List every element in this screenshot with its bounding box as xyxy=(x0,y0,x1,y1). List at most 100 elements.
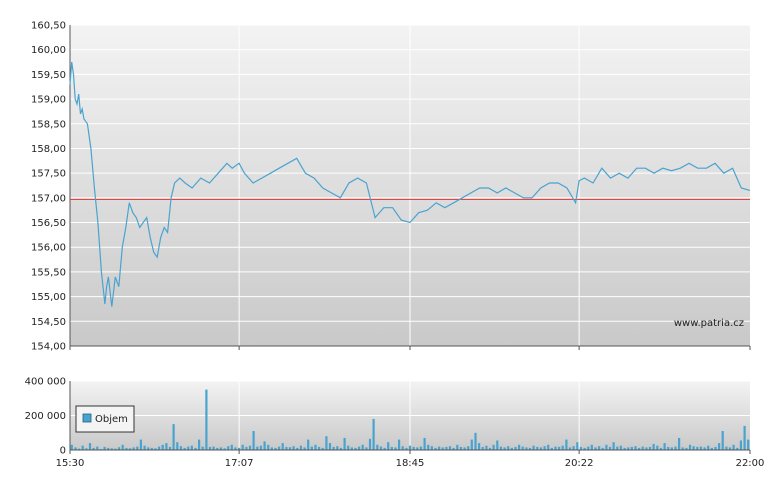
volume-bar xyxy=(448,446,452,450)
volume-bar xyxy=(379,446,382,450)
watermark: www.patria.cz xyxy=(674,318,744,329)
legend-label: Objem xyxy=(95,414,128,425)
volume-bar xyxy=(692,446,695,450)
volume-bar xyxy=(554,446,557,450)
volume-bar xyxy=(478,443,481,450)
volume-bar xyxy=(579,446,582,450)
volume-bar xyxy=(183,447,186,450)
volume-bar xyxy=(619,445,622,450)
volume-bar xyxy=(670,447,673,450)
price-y-tick-label: 159,50 xyxy=(31,70,66,81)
volume-bar xyxy=(78,448,81,450)
volume-bar xyxy=(172,424,175,450)
volume-bar xyxy=(303,447,306,450)
volume-bar xyxy=(128,448,132,450)
volume-bar xyxy=(110,448,113,450)
volume-bar xyxy=(445,446,448,450)
volume-bar xyxy=(630,446,633,450)
volume-bar xyxy=(336,446,339,450)
volume-bar xyxy=(365,447,368,450)
volume-bar xyxy=(248,445,252,450)
volume-bar xyxy=(223,448,226,450)
volume-bar xyxy=(576,442,579,450)
price-y-tick-label: 157,50 xyxy=(31,169,66,180)
volume-bar xyxy=(398,439,401,450)
volume-bar xyxy=(154,448,157,450)
volume-bar xyxy=(274,447,277,450)
price-panel: 154,00 154,50 155,00 155,50 156,00 156,50 157,… xyxy=(31,21,751,353)
volume-bar xyxy=(328,443,332,450)
volume-bar xyxy=(190,445,193,450)
volume-bar xyxy=(561,445,564,450)
volume-bar xyxy=(136,446,139,450)
volume-bar xyxy=(70,444,73,450)
price-y-tick-label: 160,00 xyxy=(31,45,66,56)
volume-bar xyxy=(259,445,262,450)
volume-bar xyxy=(536,446,539,450)
volume-bar xyxy=(427,444,430,450)
volume-bar xyxy=(114,448,117,450)
volume-bar xyxy=(507,446,510,450)
x-tick-label: 18:45 xyxy=(396,458,425,469)
volume-bar xyxy=(212,446,215,450)
volume-y-tick-label: 0 xyxy=(60,446,66,457)
volume-bar xyxy=(416,447,419,450)
volume-bar xyxy=(743,425,746,450)
volume-bar xyxy=(88,443,92,450)
volume-bar xyxy=(158,446,161,450)
volume-bar xyxy=(648,446,652,450)
volume-bar xyxy=(678,437,681,450)
volume-bar xyxy=(645,447,648,450)
volume-bar xyxy=(605,444,608,450)
volume-bar xyxy=(267,444,270,450)
price-y-tick-label: 156,00 xyxy=(31,243,66,254)
volume-bar xyxy=(161,444,164,450)
price-y-tick-label: 154,00 xyxy=(31,342,66,353)
volume-bar xyxy=(656,445,659,450)
volume-bar xyxy=(463,447,466,450)
volume-bar xyxy=(245,446,248,450)
volume-bar xyxy=(198,439,201,450)
volume-bar xyxy=(121,444,124,450)
x-tick-label: 20:22 xyxy=(565,458,594,469)
price-y-tick-label: 158,00 xyxy=(31,144,66,155)
volume-bar xyxy=(547,444,550,450)
volume-bar xyxy=(405,447,408,450)
volume-bar xyxy=(339,447,342,450)
volume-bar xyxy=(539,447,542,450)
volume-y-tick-label: 400 000 xyxy=(25,377,66,388)
volume-bar xyxy=(681,447,684,450)
volume-panel: 0 200 000 400 000 15:30 17:07 18:45 20:22 22:00… xyxy=(25,377,765,470)
volume-bar xyxy=(292,446,295,450)
volume-bar xyxy=(125,447,128,450)
volume-bar xyxy=(347,445,350,450)
volume-bar xyxy=(412,446,415,450)
x-tick-label: 22:00 xyxy=(736,458,765,469)
volume-bar xyxy=(179,446,182,450)
volume-bar xyxy=(201,446,204,450)
volume-bar xyxy=(736,447,739,450)
volume-bar xyxy=(168,446,172,450)
volume-bar xyxy=(725,446,728,450)
volume-bar xyxy=(583,447,586,450)
volume-bar xyxy=(616,446,619,450)
volume-bar xyxy=(107,447,110,450)
volume-bar xyxy=(481,446,484,450)
volume-bar xyxy=(81,445,84,450)
volume-bar xyxy=(685,447,688,450)
volume-bar xyxy=(503,447,506,450)
volume-bar xyxy=(103,446,106,450)
volume-bar xyxy=(310,446,313,450)
volume-bar xyxy=(147,447,150,450)
volume-bar xyxy=(714,446,717,450)
volume-bar xyxy=(590,444,593,450)
volume-bar xyxy=(281,443,284,450)
volume-bar xyxy=(696,446,699,450)
volume-bar xyxy=(492,444,495,450)
volume-bar xyxy=(419,446,422,450)
volume-bar xyxy=(358,446,361,450)
volume-bar xyxy=(285,446,288,450)
volume-bar xyxy=(376,444,379,450)
volume-bar xyxy=(572,446,575,450)
